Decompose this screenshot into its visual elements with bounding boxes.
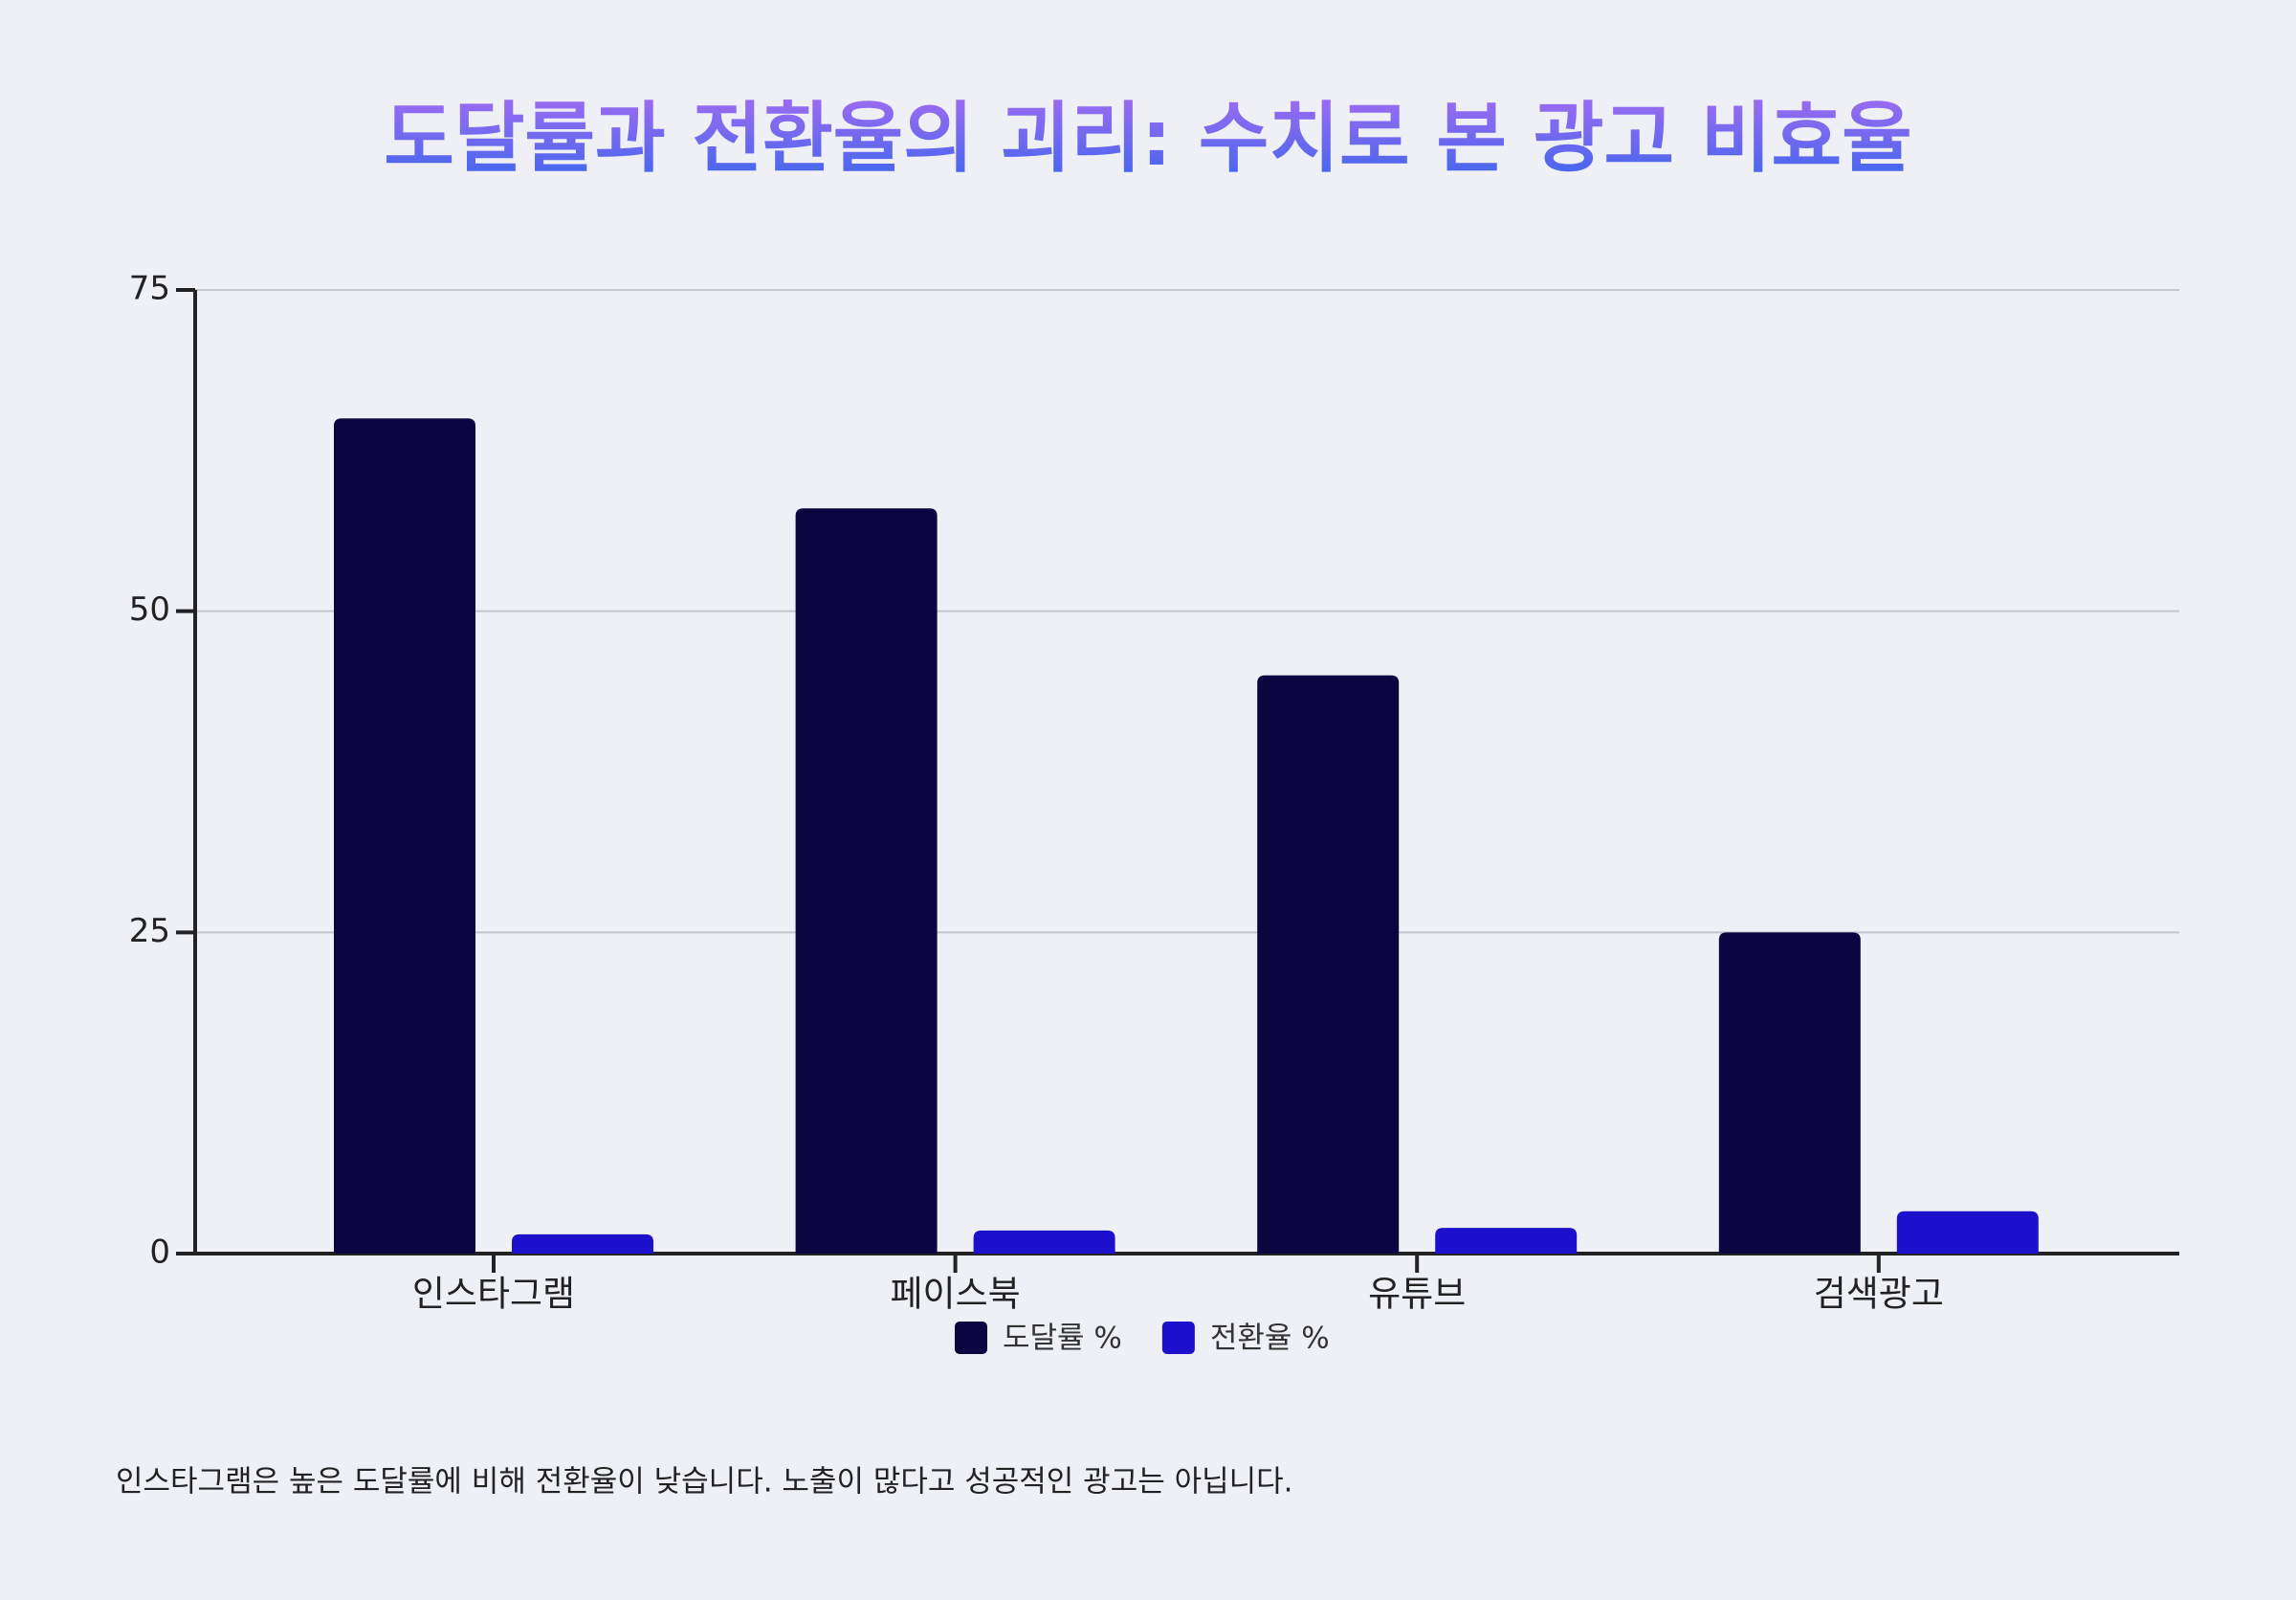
x-tick-label: 유튜브 [1368, 1274, 1466, 1315]
x-tick-label: 페이스북 [891, 1274, 1021, 1315]
bar [512, 1233, 653, 1254]
bar [973, 1230, 1115, 1254]
legend-swatch [1161, 1322, 1195, 1354]
x-tick-label: 인스타그램 [412, 1274, 575, 1315]
bar [1257, 675, 1400, 1254]
y-tick-label: 25 [129, 912, 170, 950]
bar [1896, 1211, 2039, 1254]
bar [1435, 1228, 1578, 1254]
legend-label: 도달률 % [1003, 1322, 1122, 1356]
legend-swatch [955, 1322, 987, 1354]
y-tick-label: 75 [129, 270, 170, 308]
legend-label: 전환율 % [1210, 1322, 1330, 1356]
bar [334, 418, 475, 1254]
x-tick-label: 검색광고 [1814, 1274, 1944, 1315]
y-tick-label: 50 [129, 590, 170, 629]
chart-title: 도달률과 전환율의 괴리: 수치로 본 광고 비효율 [384, 94, 1912, 183]
y-tick-label: 0 [149, 1233, 170, 1272]
bar [1718, 932, 1861, 1254]
bar [795, 508, 938, 1254]
note: 인스타그램은 높은 도달률에 비해 전환율이 낮습니다. 노출이 많다고 성공적… [116, 1465, 1293, 1500]
